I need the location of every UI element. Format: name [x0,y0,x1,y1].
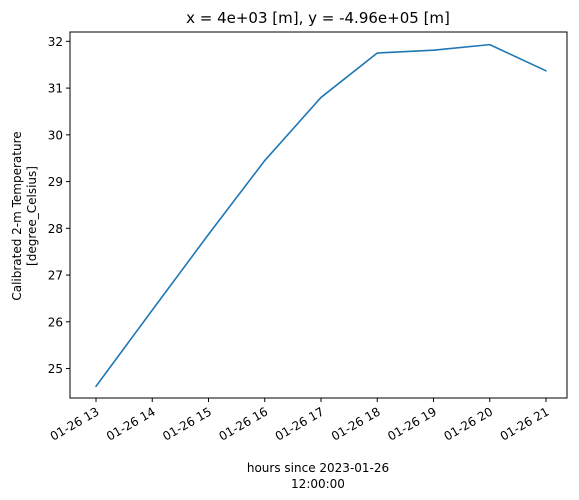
chart-title: x = 4e+03 [m], y = -4.96e+05 [m] [186,9,450,27]
y-tick-label: 26 [48,315,63,329]
x-axis-label-line1: hours since 2023-01-26 [247,461,389,475]
y-tick-label: 31 [48,82,63,96]
y-tick-label: 27 [48,269,63,283]
plot-area [95,43,547,388]
y-tick-label: 32 [48,35,63,49]
y-tick-label: 25 [48,362,63,376]
y-tick-label: 29 [48,175,63,189]
plot-frame [69,31,568,399]
y-axis-label-line1: Calibrated 2-m Temperature [10,131,24,300]
y-axis-label-line2: [degree_Celsius] [25,166,39,266]
y-tick-label: 28 [48,222,63,236]
x-axis-label-line2: 12:00:00 [291,477,345,491]
y-tick-label: 30 [48,128,63,142]
series-line-0 [95,43,547,388]
y-axis: 25 26 27 28 29 30 31 32 [48,35,70,376]
